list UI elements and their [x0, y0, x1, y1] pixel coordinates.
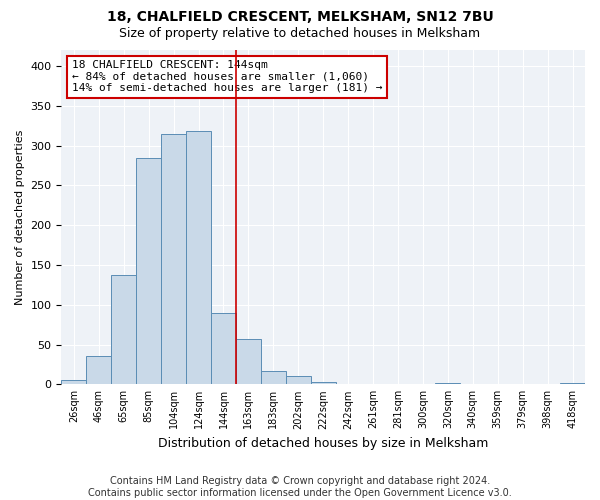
Bar: [136, 158, 161, 384]
Bar: [311, 382, 335, 384]
X-axis label: Distribution of detached houses by size in Melksham: Distribution of detached houses by size …: [158, 437, 488, 450]
Bar: [186, 131, 211, 384]
Bar: [236, 339, 261, 384]
Bar: [436, 382, 460, 384]
Y-axis label: Number of detached properties: Number of detached properties: [15, 130, 25, 305]
Bar: [86, 356, 111, 384]
Text: 18, CHALFIELD CRESCENT, MELKSHAM, SN12 7BU: 18, CHALFIELD CRESCENT, MELKSHAM, SN12 7…: [107, 10, 493, 24]
Text: Contains HM Land Registry data © Crown copyright and database right 2024.
Contai: Contains HM Land Registry data © Crown c…: [88, 476, 512, 498]
Text: Size of property relative to detached houses in Melksham: Size of property relative to detached ho…: [119, 28, 481, 40]
Text: 18 CHALFIELD CRESCENT: 144sqm
← 84% of detached houses are smaller (1,060)
14% o: 18 CHALFIELD CRESCENT: 144sqm ← 84% of d…: [72, 60, 382, 93]
Bar: [161, 134, 186, 384]
Bar: [560, 382, 585, 384]
Bar: [261, 371, 286, 384]
Bar: [111, 276, 136, 384]
Bar: [61, 380, 86, 384]
Bar: [211, 312, 236, 384]
Bar: [286, 376, 311, 384]
